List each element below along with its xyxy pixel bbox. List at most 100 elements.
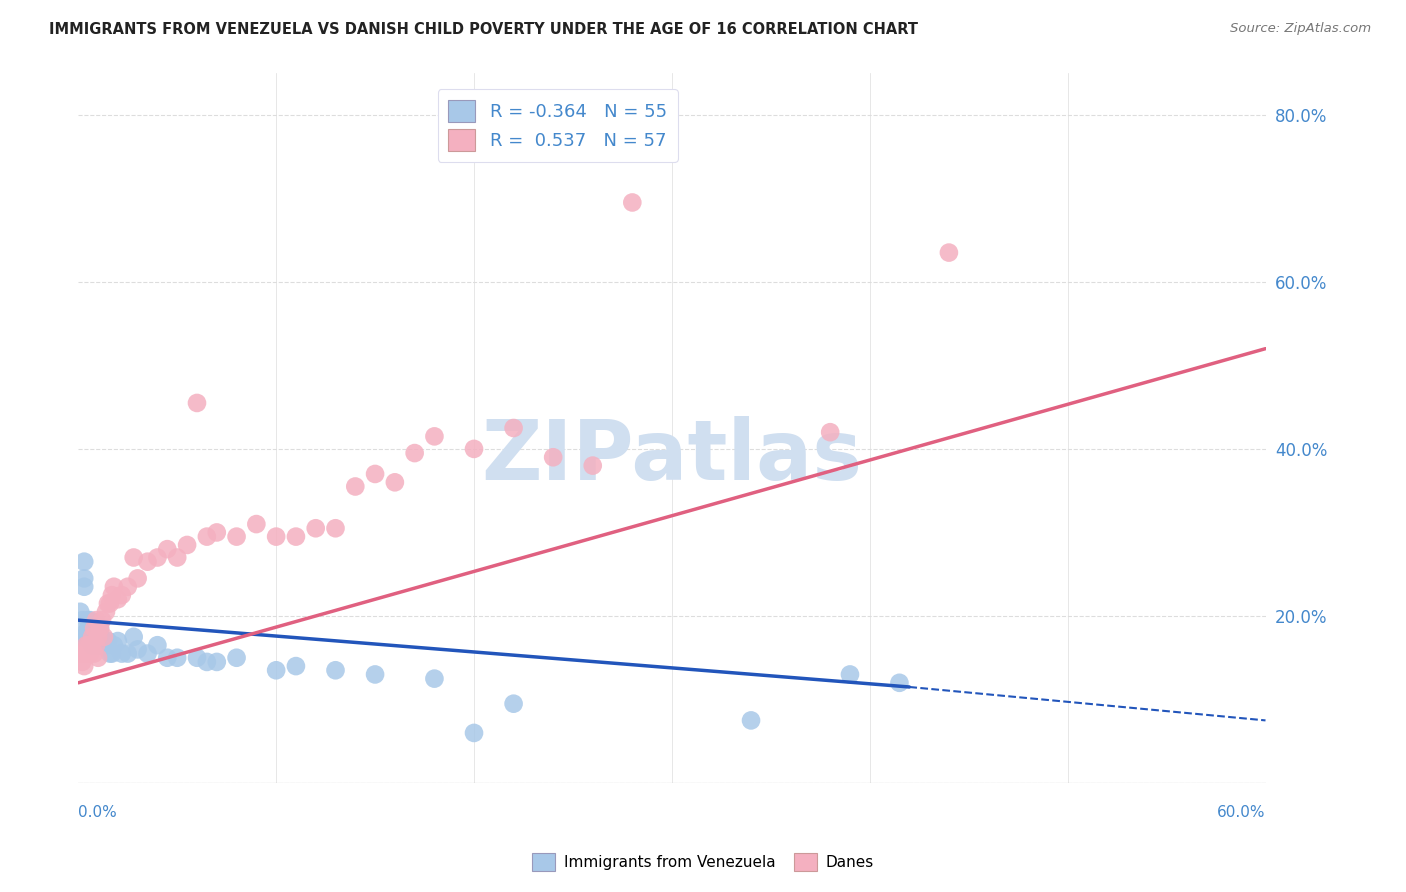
Point <box>205 655 228 669</box>
Point <box>89 622 111 636</box>
Point <box>83 638 105 652</box>
Point <box>103 638 125 652</box>
Point <box>404 446 426 460</box>
Point <box>127 571 149 585</box>
Point <box>740 714 762 728</box>
Text: 60.0%: 60.0% <box>1218 805 1265 820</box>
Point <box>264 663 287 677</box>
Point <box>82 630 104 644</box>
Point <box>107 592 129 607</box>
Point <box>225 530 247 544</box>
Legend: Immigrants from Venezuela, Danes: Immigrants from Venezuela, Danes <box>526 847 880 877</box>
Point <box>264 530 287 544</box>
Text: ZIPatlas: ZIPatlas <box>481 416 862 497</box>
Point <box>69 605 91 619</box>
Point <box>82 638 104 652</box>
Point <box>89 630 111 644</box>
Point <box>938 245 960 260</box>
Point <box>195 655 218 669</box>
Point <box>225 650 247 665</box>
Point <box>463 442 485 456</box>
Point <box>98 597 121 611</box>
Point <box>186 396 208 410</box>
Point <box>122 630 145 644</box>
Point <box>111 588 134 602</box>
Point <box>146 638 169 652</box>
Point <box>77 622 100 636</box>
Point <box>166 650 188 665</box>
Point <box>73 580 96 594</box>
Point <box>75 638 97 652</box>
Point <box>136 555 159 569</box>
Point <box>82 622 104 636</box>
Point <box>73 659 96 673</box>
Point <box>87 630 110 644</box>
Point <box>156 650 179 665</box>
Point <box>582 458 605 473</box>
Point <box>103 580 125 594</box>
Point <box>97 634 120 648</box>
Point <box>91 613 114 627</box>
Point <box>75 630 97 644</box>
Point <box>364 467 387 481</box>
Point <box>77 638 100 652</box>
Point <box>305 521 328 535</box>
Point <box>889 675 911 690</box>
Point <box>621 195 644 210</box>
Point <box>77 613 100 627</box>
Point <box>156 542 179 557</box>
Point <box>82 638 104 652</box>
Legend: R = -0.364   N = 55, R =  0.537   N = 57: R = -0.364 N = 55, R = 0.537 N = 57 <box>437 89 678 162</box>
Point <box>83 622 105 636</box>
Point <box>79 630 101 644</box>
Point <box>101 647 124 661</box>
Point <box>146 550 169 565</box>
Point <box>79 613 101 627</box>
Point <box>84 638 107 652</box>
Point <box>70 630 93 644</box>
Point <box>423 429 446 443</box>
Point <box>98 647 121 661</box>
Point <box>70 647 93 661</box>
Point <box>325 521 347 535</box>
Point <box>70 655 93 669</box>
Point <box>127 642 149 657</box>
Point <box>541 450 564 465</box>
Point <box>166 550 188 565</box>
Point <box>82 630 104 644</box>
Text: Source: ZipAtlas.com: Source: ZipAtlas.com <box>1230 22 1371 36</box>
Point <box>325 663 347 677</box>
Point <box>463 726 485 740</box>
Point <box>93 634 115 648</box>
Point <box>364 667 387 681</box>
Point <box>87 638 110 652</box>
Point <box>69 647 91 661</box>
Point <box>195 530 218 544</box>
Point <box>73 555 96 569</box>
Point <box>107 634 129 648</box>
Point <box>83 622 105 636</box>
Point <box>89 622 111 636</box>
Point <box>70 613 93 627</box>
Point <box>87 622 110 636</box>
Point <box>111 647 134 661</box>
Point <box>117 647 139 661</box>
Point <box>502 421 524 435</box>
Point <box>94 605 117 619</box>
Point <box>75 625 97 640</box>
Point <box>87 650 110 665</box>
Point <box>77 630 100 644</box>
Point <box>245 517 267 532</box>
Point <box>84 625 107 640</box>
Text: IMMIGRANTS FROM VENEZUELA VS DANISH CHILD POVERTY UNDER THE AGE OF 16 CORRELATIO: IMMIGRANTS FROM VENEZUELA VS DANISH CHIL… <box>49 22 918 37</box>
Point <box>75 647 97 661</box>
Point <box>97 597 120 611</box>
Point <box>839 667 862 681</box>
Point <box>77 647 100 661</box>
Point <box>284 659 307 673</box>
Point <box>384 475 406 490</box>
Point <box>84 617 107 632</box>
Point <box>502 697 524 711</box>
Point <box>818 425 841 440</box>
Point <box>136 647 159 661</box>
